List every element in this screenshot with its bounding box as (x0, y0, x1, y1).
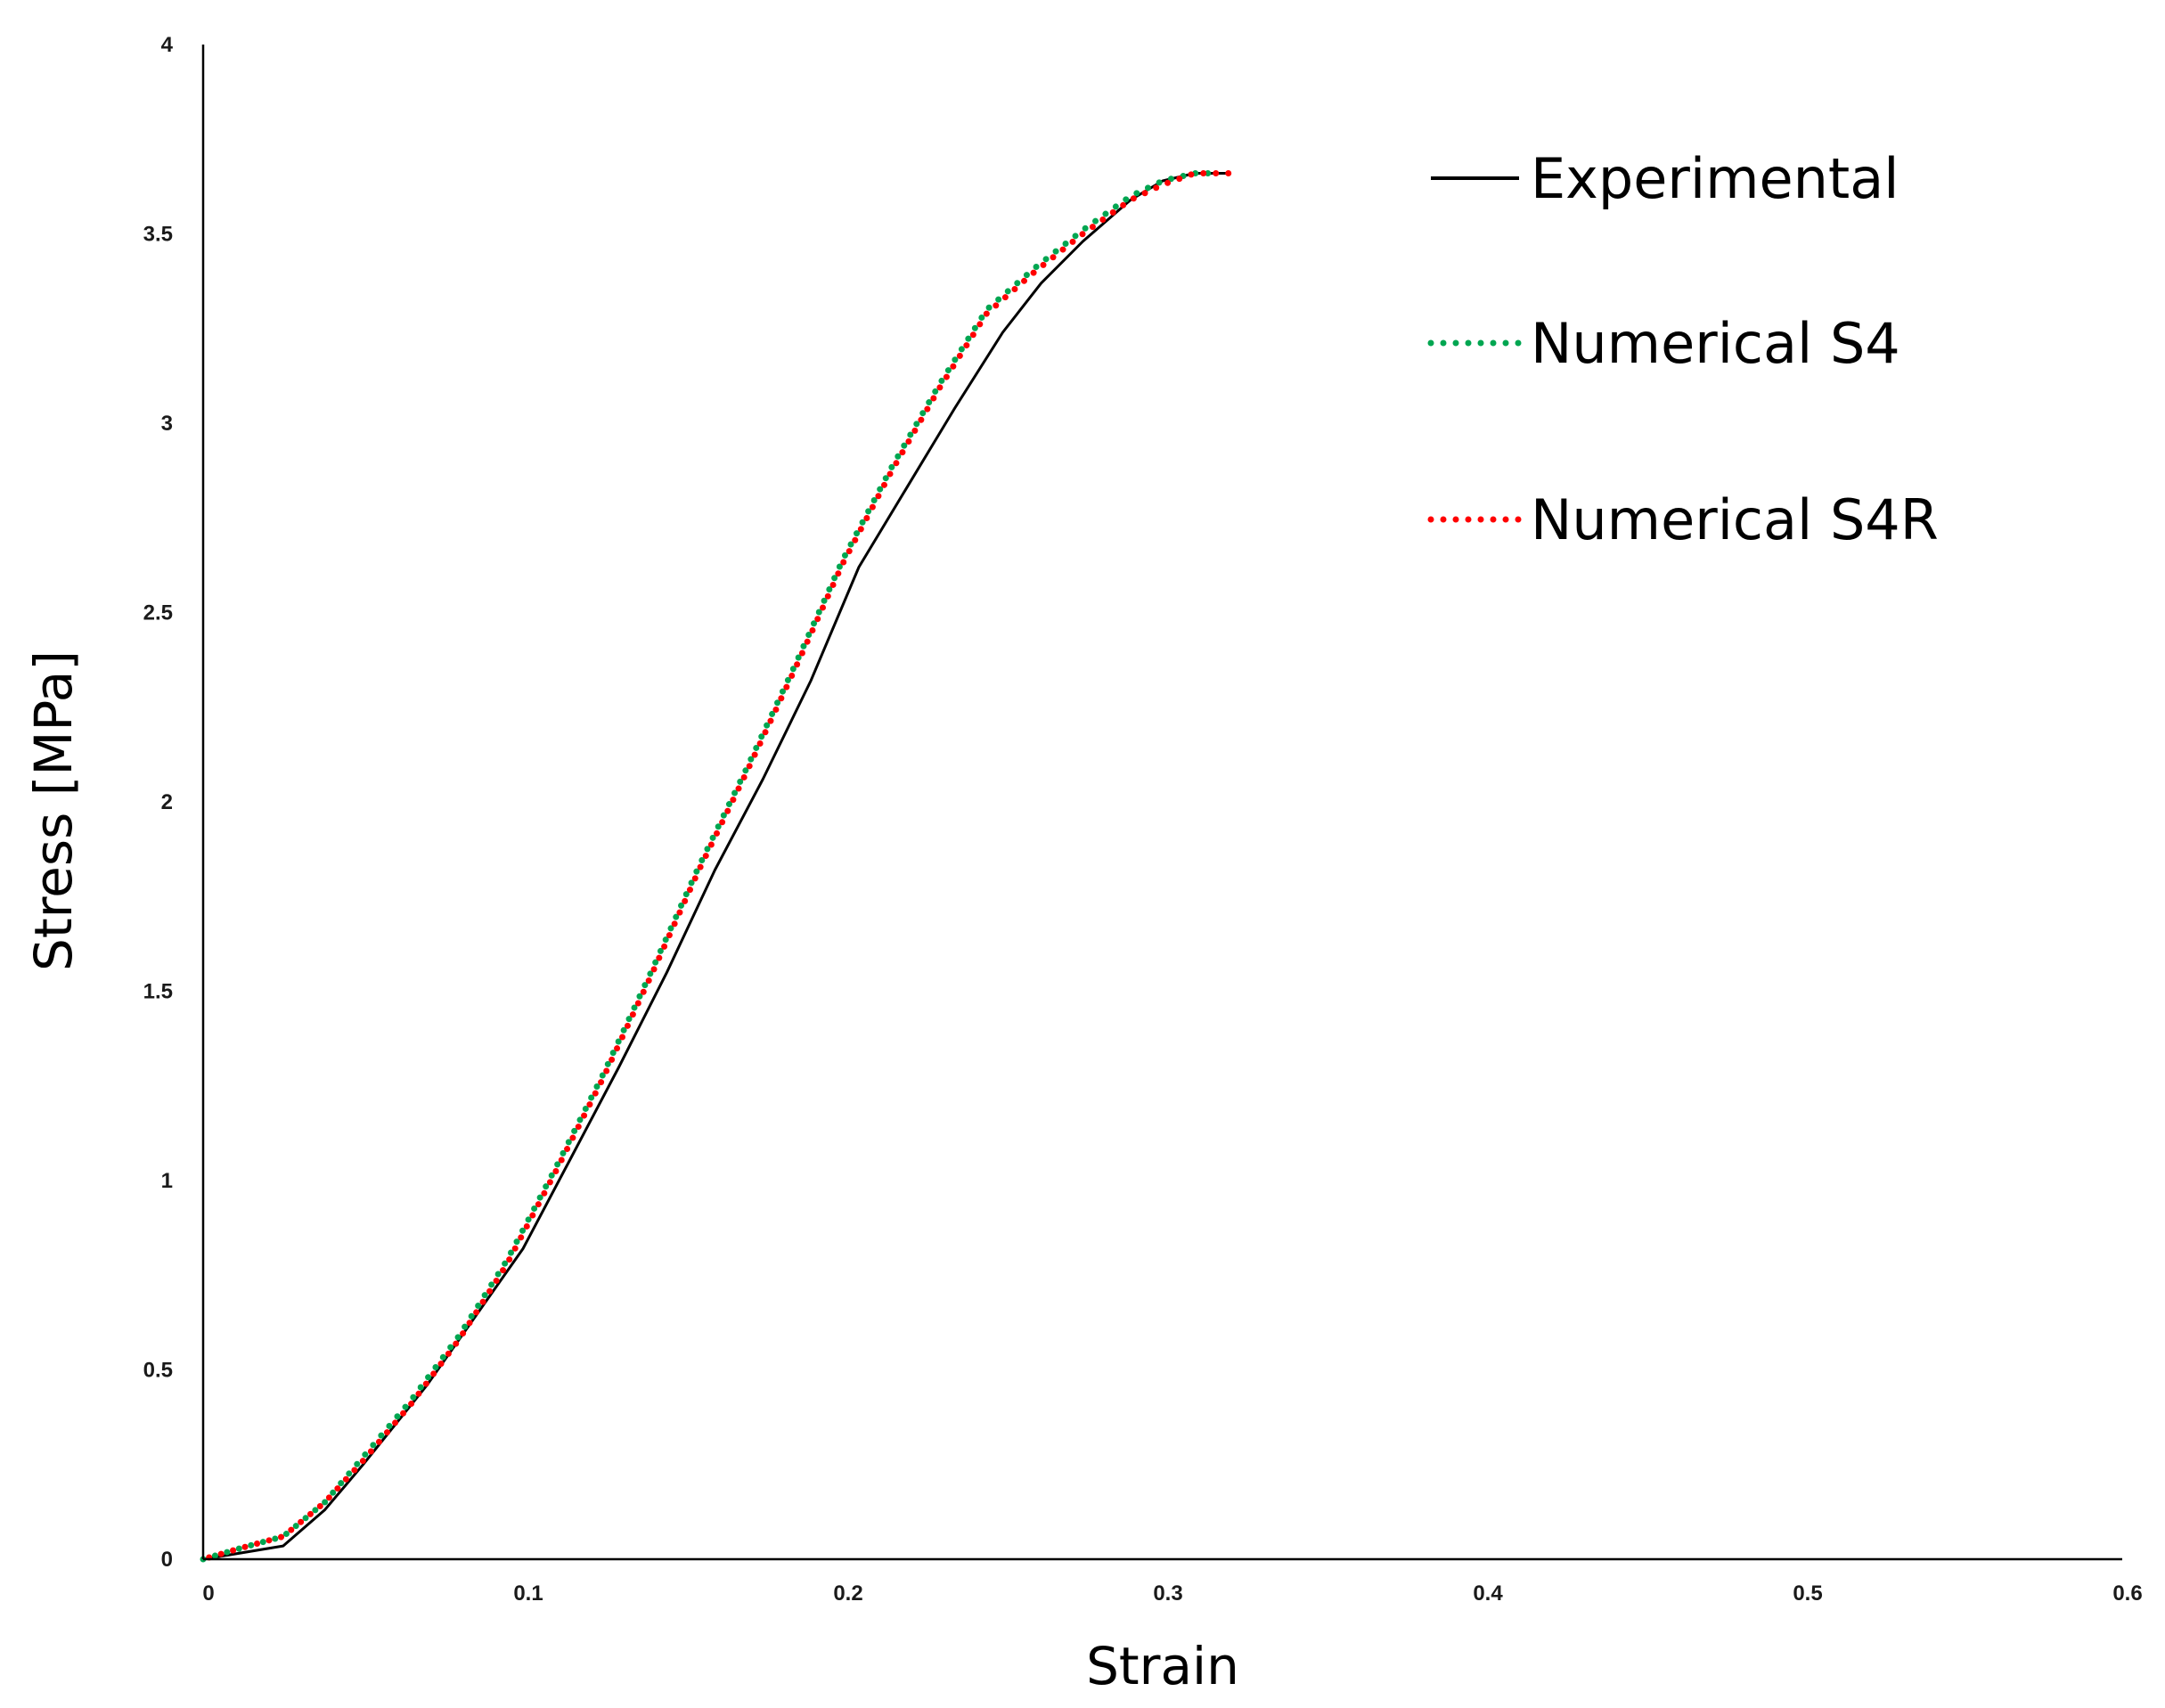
legend-label: Numerical S4R (1531, 487, 1939, 552)
y-tick-label: 1 (161, 1169, 173, 1193)
y-axis-ticks: 0 0.5 1 1.5 2 2.5 3 3.5 4 (143, 33, 174, 1572)
series-line-experimental (202, 172, 1227, 1561)
x-tick-label: 0.1 (513, 1581, 543, 1606)
x-axis-title: Strain (1086, 1636, 1239, 1696)
legend-label: Numerical S4 (1531, 311, 1900, 376)
x-axis-ticks: 0 0.1 0.2 0.3 0.4 0.5 0.6 (202, 1581, 2142, 1606)
series-line-numerical-s4 (200, 170, 1224, 1563)
legend: Experimental Numerical S4 Numerical S4R (1427, 146, 1939, 552)
series-layer (200, 170, 1233, 1563)
y-axis-title: Stress [MPa] (23, 650, 84, 971)
x-tick-label: 0.3 (1153, 1581, 1182, 1606)
y-tick-label: 1.5 (143, 980, 173, 1004)
x-tick-label: 0.2 (833, 1581, 862, 1606)
legend-label: Experimental (1531, 146, 1899, 211)
y-tick-label: 0 (161, 1548, 173, 1572)
series-line-numerical-s4r (200, 170, 1233, 1563)
x-tick-label: 0.5 (1793, 1581, 1822, 1606)
y-tick-label: 2.5 (143, 601, 173, 625)
y-tick-label: 3 (161, 412, 173, 436)
y-tick-label: 0.5 (143, 1359, 173, 1383)
y-tick-label: 2 (161, 790, 173, 814)
y-tick-label: 4 (161, 33, 174, 57)
x-tick-label: 0.6 (2112, 1581, 2142, 1606)
y-tick-label: 3.5 (143, 223, 173, 247)
x-tick-label: 0 (202, 1581, 214, 1606)
x-tick-label: 0.4 (1473, 1581, 1503, 1606)
